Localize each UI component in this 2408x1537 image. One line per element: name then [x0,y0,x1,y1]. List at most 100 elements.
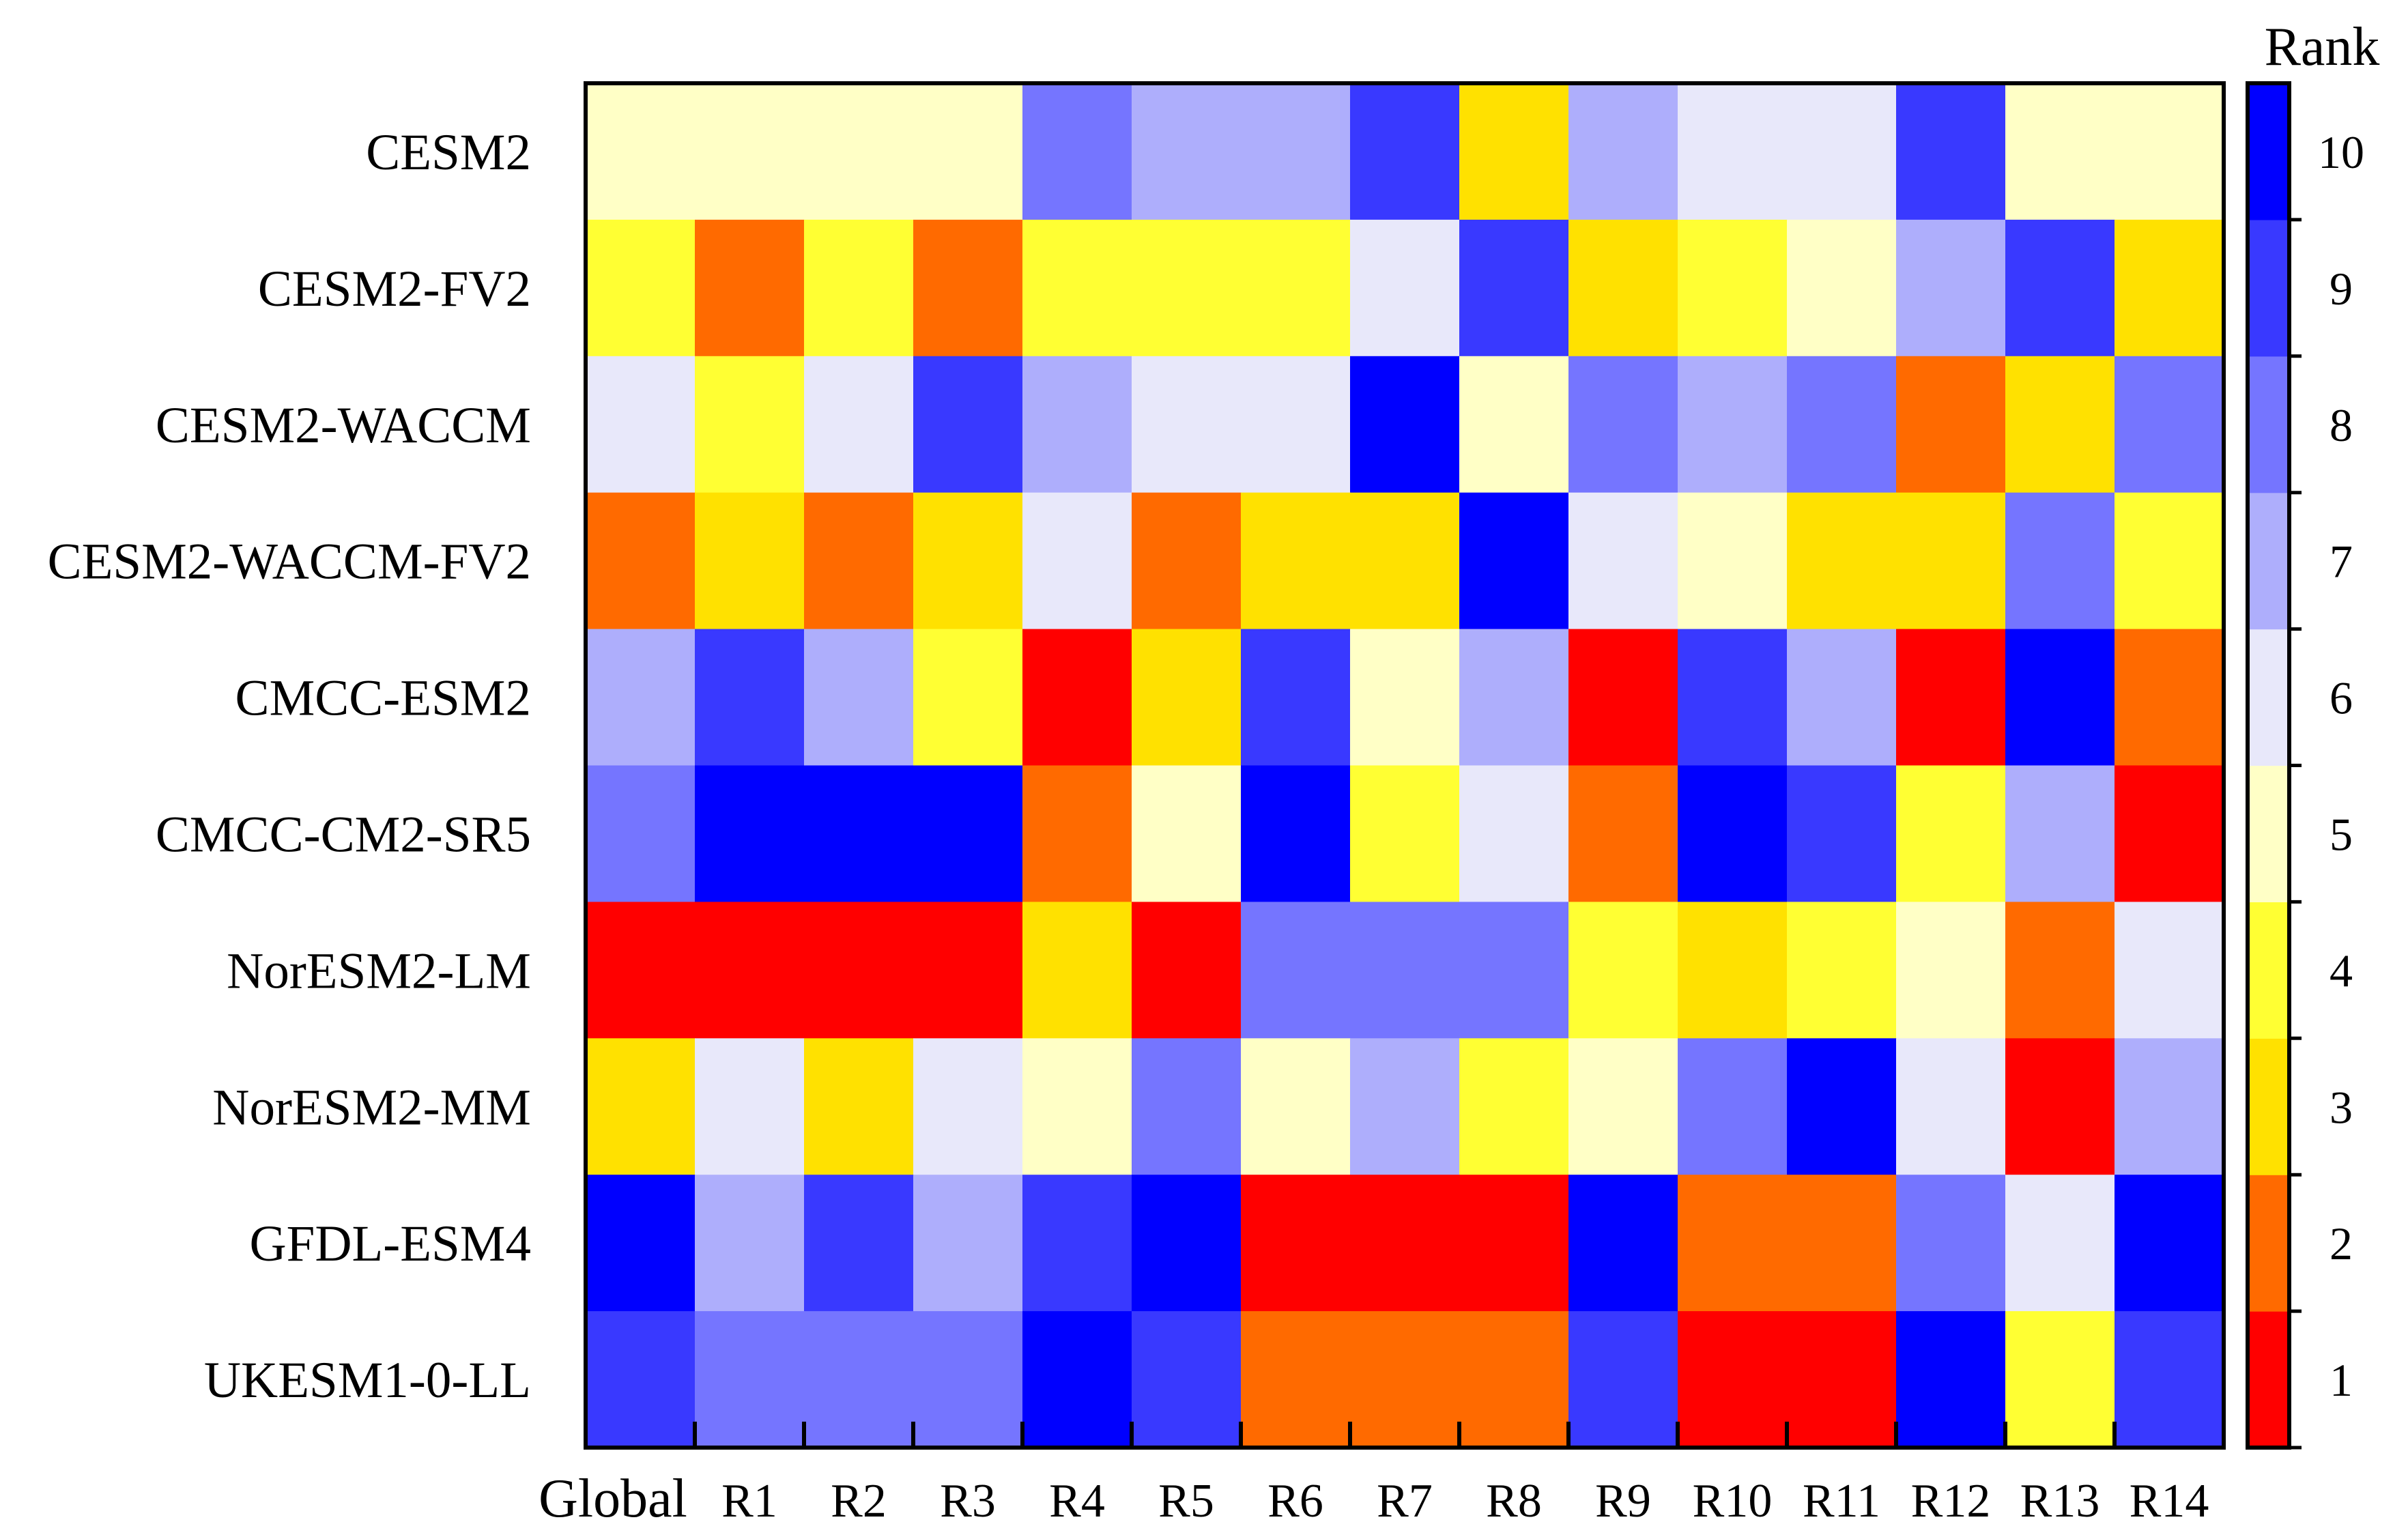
heatmap-cell-noresm2-mm-r2 [804,1038,914,1175]
heatmap-cell-cmcc-cm2-sr5-r6 [1241,765,1351,902]
heatmap-cell-cesm2-fv2-r12 [1896,219,2006,357]
heatmap-cell-gfdl-esm4-r2 [804,1175,914,1312]
heatmap-cell-cmcc-cm2-sr5-r12 [1896,765,2006,902]
heatmap-cell-noresm2-mm-r7 [1350,1038,1460,1175]
heatmap-cell-cesm2-waccm-fv2-r10 [1678,492,1788,630]
heatmap-cell-cesm2-r6 [1241,83,1351,220]
heatmap-cell-cesm2-waccm-fv2-r3 [913,492,1023,630]
heatmap-cell-gfdl-esm4-r7 [1350,1175,1460,1312]
heatmap-cell-cesm2-waccm-r12 [1896,356,2006,493]
heatmap-cell-noresm2-mm-r8 [1459,1038,1569,1175]
heatmap-cell-cesm2-fv2-r1 [695,219,805,357]
heatmap-cell-cesm2-fv2-r11 [1787,219,1897,357]
heatmap-cell-gfdl-esm4-r6 [1241,1175,1351,1312]
heatmap-cell-cesm2-waccm-fv2-r8 [1459,492,1569,630]
heatmap-cell-cmcc-esm2-r3 [913,629,1023,766]
heatmap-cell-cesm2-waccm-r5 [1132,356,1242,493]
heatmap-cell-cmcc-cm2-sr5-global [586,765,696,902]
heatmap-cell-gfdl-esm4-r14 [2115,1175,2224,1312]
heatmap-frame [584,81,2226,1450]
heatmap-cell-gfdl-esm4-r3 [913,1175,1023,1312]
heatmap-cell-cesm2-fv2-r8 [1459,219,1569,357]
heatmap-cell-cesm2-r5 [1132,83,1242,220]
colorbar-swatch-5 [2248,765,2289,902]
heatmap-cell-cesm2-r4 [1022,83,1132,220]
heatmap-cell-noresm2-mm-r6 [1241,1038,1351,1175]
colorbar-swatch-8 [2248,356,2289,493]
column-label-r5: R5 [1158,1475,1214,1527]
heatmap-cell-gfdl-esm4-r9 [1568,1175,1678,1312]
heatmap-cell-cesm2-global [586,83,696,220]
heatmap-cell-cesm2-fv2-r2 [804,219,914,357]
heatmap-cell-cmcc-cm2-sr5-r1 [695,765,805,902]
heatmap-cell-noresm2-lm-r5 [1132,902,1242,1039]
heatmap-cell-ukesm1-0-ll-global [586,1311,696,1448]
colorbar-swatch-9 [2248,219,2289,357]
heatmap-cell-cmcc-esm2-global [586,629,696,766]
heatmap-cell-cesm2-waccm-r6 [1241,356,1351,493]
heatmap-cell-ukesm1-0-ll-r12 [1896,1311,2006,1448]
heatmap-cell-cmcc-cm2-sr5-r9 [1568,765,1678,902]
heatmap-cell-cesm2-fv2-r7 [1350,219,1460,357]
row-label-cesm2-fv2: CESM2-FV2 [258,261,531,317]
heatmap-cell-cmcc-cm2-sr5-r3 [913,765,1023,902]
heatmap-cell-gfdl-esm4-r5 [1132,1175,1242,1312]
heatmap-cell-cesm2-waccm-r7 [1350,356,1460,493]
heatmap-cell-cesm2-r10 [1678,83,1788,220]
heatmap-cell-cmcc-esm2-r11 [1787,629,1897,766]
heatmap-cell-cesm2-r1 [695,83,805,220]
heatmap-cell-cmcc-cm2-sr5-r10 [1678,765,1788,902]
heatmap-cell-cesm2-r9 [1568,83,1678,220]
heatmap-cell-noresm2-mm-r11 [1787,1038,1897,1175]
heatmap-cell-noresm2-mm-r9 [1568,1038,1678,1175]
heatmap-cell-cesm2-r14 [2115,83,2224,220]
heatmap-cell-noresm2-lm-r11 [1787,902,1897,1039]
colorbar-tick-label-3: 3 [2330,1081,2353,1133]
heatmap-cell-cesm2-waccm-fv2-r9 [1568,492,1678,630]
heatmap-cell-cesm2-waccm-r3 [913,356,1023,493]
colorbar-tick-label-8: 8 [2330,399,2353,451]
heatmap-cell-cmcc-esm2-r8 [1459,629,1569,766]
heatmap-cell-cesm2-waccm-r13 [2005,356,2115,493]
heatmap-cell-ukesm1-0-ll-r2 [804,1311,914,1448]
heatmap-cell-gfdl-esm4-r11 [1787,1175,1897,1312]
row-label-noresm2-lm: NorESM2-LM [227,943,531,999]
heatmap-cell-ukesm1-0-ll-r11 [1787,1311,1897,1448]
heatmap-cell-gfdl-esm4-r1 [695,1175,805,1312]
heatmap-cell-cesm2-waccm-r11 [1787,356,1897,493]
colorbar-tick-label-1: 1 [2330,1354,2353,1406]
heatmap-cell-cesm2-waccm-fv2-r7 [1350,492,1460,630]
colorbar-tick-label-2: 2 [2330,1218,2353,1269]
heatmap-cell-cesm2-waccm-fv2-r11 [1787,492,1897,630]
colorbar-swatch-10 [2248,83,2289,220]
heatmap-cell-cesm2-waccm-fv2-r6 [1241,492,1351,630]
heatmap-cell-cesm2-fv2-r5 [1132,219,1242,357]
heatmap-cell-cmcc-cm2-sr5-r5 [1132,765,1242,902]
column-label-r13: R13 [2020,1475,2100,1527]
row-label-cesm2-waccm: CESM2-WACCM [156,397,531,454]
column-label-r11: R11 [1803,1475,1880,1527]
heatmap-cell-ukesm1-0-ll-r13 [2005,1311,2115,1448]
heatmap-cell-cesm2-fv2-r4 [1022,219,1132,357]
heatmap-cell-noresm2-mm-r13 [2005,1038,2115,1175]
heatmap-cell-cmcc-esm2-r10 [1678,629,1788,766]
heatmap-cell-cesm2-r13 [2005,83,2115,220]
row-labels: CESM2 CESM2-FV2 CESM2-WACCM CESM2-WACCM-FV2… [48,124,531,1409]
heatmap-cell-ukesm1-0-ll-r1 [695,1311,805,1448]
heatmap-cell-noresm2-lm-r3 [913,902,1023,1039]
heatmap-cell-cmcc-esm2-r9 [1568,629,1678,766]
heatmap-cell-cesm2-r11 [1787,83,1897,220]
heatmap-cell-cesm2-waccm-r4 [1022,356,1132,493]
heatmap-cell-ukesm1-0-ll-r5 [1132,1311,1242,1448]
heatmap-cell-cesm2-waccm-fv2-r4 [1022,492,1132,630]
colorbar-tick-label-6: 6 [2330,672,2353,724]
column-label-r2: R2 [831,1475,887,1527]
heatmap-cell-cesm2-fv2-r3 [913,219,1023,357]
heatmap-cell-cmcc-cm2-sr5-r8 [1459,765,1569,902]
heatmap-cell-ukesm1-0-ll-r3 [913,1311,1023,1448]
heatmap-cell-ukesm1-0-ll-r9 [1568,1311,1678,1448]
heatmap-cell-cesm2-waccm-r14 [2115,356,2224,493]
heatmap-cell-cesm2-waccm-r1 [695,356,805,493]
heatmap-cell-cmcc-esm2-r14 [2115,629,2224,766]
heatmap-cell-cmcc-esm2-r4 [1022,629,1132,766]
